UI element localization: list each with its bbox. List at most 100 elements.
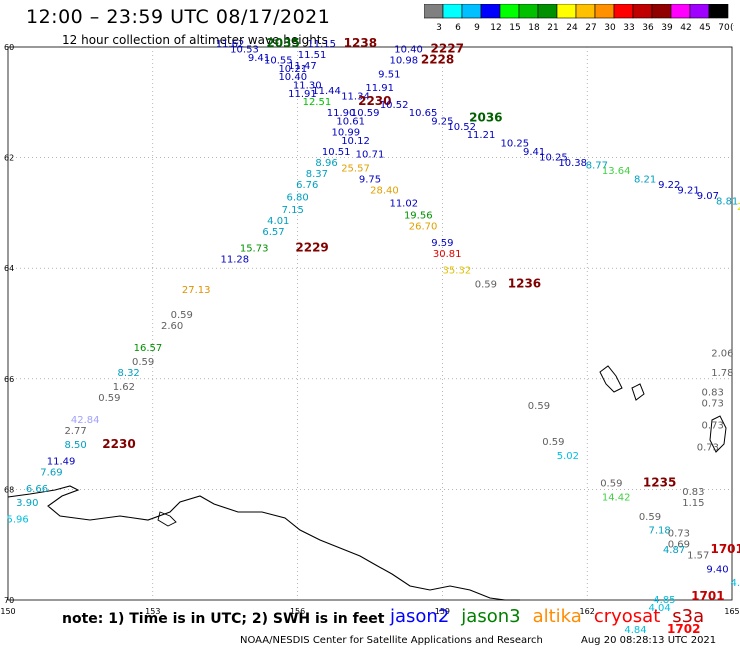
- wave-height-value: 16.57: [134, 343, 163, 354]
- wave-height-value: 10.12: [341, 136, 370, 147]
- wave-height-value: 8.50: [64, 440, 86, 451]
- wave-height-value: 3.90: [16, 498, 38, 509]
- wave-height-value: 10.99: [332, 127, 361, 138]
- lon-tick-label: 150: [0, 607, 15, 616]
- wave-height-value: 9.41: [248, 53, 270, 64]
- pass-time-label: 2229: [295, 241, 328, 255]
- wave-height-value: 0.73: [702, 421, 724, 432]
- wave-height-value: 30.81: [433, 249, 462, 260]
- wave-height-value: 4.39: [731, 578, 740, 589]
- wave-height-value: 0.59: [475, 280, 497, 291]
- coastline-island: [157, 511, 177, 527]
- pass-time-label: 2035: [266, 36, 299, 50]
- wave-height-value: 9.59: [431, 238, 453, 249]
- pass-time-label: 1236: [508, 277, 541, 291]
- page-title: 12:00 – 23:59 UTC 08/17/2021: [26, 6, 331, 28]
- satellite-cryosat: cryosat: [593, 606, 661, 627]
- wave-height-value: 10.71: [356, 150, 385, 161]
- colorbar-tick: 21: [547, 23, 558, 33]
- wave-height-value: 11.34: [341, 92, 370, 103]
- wave-height-value: 10.38: [558, 158, 587, 169]
- wave-height-value: 6.57: [262, 227, 284, 238]
- colorbar-tick: 27: [585, 23, 596, 33]
- wave-height-value: 11.47: [288, 61, 317, 72]
- wave-height-value: 10.40: [394, 45, 423, 56]
- wave-height-value: 35.32: [443, 266, 472, 277]
- colorbar-tick: 15: [509, 23, 520, 33]
- wave-height-value: 11.49: [47, 457, 76, 468]
- wave-height-value: 11.90: [327, 108, 356, 119]
- wave-height-value: 10.52: [380, 100, 409, 111]
- wave-height-value: 4.85: [653, 595, 675, 606]
- wave-height-value: 9.21: [677, 186, 699, 197]
- wave-height-value: 0.83: [682, 487, 704, 498]
- footnote: note: 1) Time is in UTC; 2) SWH is in fe…: [62, 611, 385, 627]
- wave-height-value: 42.84: [71, 415, 100, 426]
- wave-height-value: 0.59: [639, 512, 661, 523]
- wave-height-value: 10.21: [278, 64, 307, 75]
- lat-tick-label: 60: [4, 43, 14, 52]
- wave-height-value: 19.56: [404, 210, 433, 221]
- wave-height-value: 1.62: [113, 382, 135, 393]
- wave-height-value: 4.84: [624, 625, 646, 636]
- wave-height-value: 10.51: [322, 147, 351, 158]
- pass-time-label: 2036: [469, 111, 502, 125]
- wave-height-value: 0.69: [668, 539, 690, 550]
- lon-tick-label: 153: [145, 607, 160, 616]
- wave-height-value: 0.59: [132, 357, 154, 368]
- colorbar-tick: 45: [699, 23, 710, 33]
- wave-height-value: 11.44: [312, 86, 341, 97]
- wave-height-value: 9.41: [523, 147, 545, 158]
- coastline-island: [709, 415, 727, 453]
- wave-height-value: 7.18: [648, 526, 670, 537]
- wave-height-value: 9.25: [431, 116, 453, 127]
- lat-tick-label: 64: [4, 264, 14, 273]
- wave-height-value: 8.37: [306, 169, 328, 180]
- wave-height-value: 1.15: [682, 498, 704, 509]
- wave-height-value: 6.76: [296, 180, 318, 191]
- coastline: [7, 485, 520, 601]
- wave-height-value: 0.73: [668, 528, 690, 539]
- wave-height-value: 1.78: [711, 368, 733, 379]
- wave-height-value: 10.40: [278, 72, 307, 83]
- wave-height-value: 5.96: [7, 515, 29, 526]
- wave-height-value: 1.57: [687, 551, 709, 562]
- colorbar-tick: 30: [604, 23, 616, 33]
- pass-time-label: 2230: [102, 437, 135, 451]
- lat-tick-label: 70: [4, 596, 14, 605]
- wave-height-value: 10.55: [264, 56, 293, 67]
- wave-height-value: 10.25: [539, 152, 568, 163]
- pass-time-label: 1702: [667, 622, 700, 636]
- colorbar-tick: 42: [680, 23, 691, 33]
- wave-height-value: 11.30: [293, 80, 322, 91]
- generated-timestamp: Aug 20 08:28:13 UTC 2021: [581, 635, 717, 646]
- wave-height-value: 28.40: [370, 186, 399, 197]
- lon-tick-label: 159: [435, 607, 450, 616]
- colorbar-tick: 9: [474, 23, 480, 33]
- colorbar-tick: 12: [490, 23, 501, 33]
- wave-height-value: 8.81: [716, 197, 738, 208]
- pass-time-label: 2230: [358, 94, 391, 108]
- wave-height-value: 11.28: [221, 255, 250, 266]
- wave-height-value: 11.62: [216, 39, 245, 50]
- wave-height-value: 26.70: [409, 221, 438, 232]
- wave-height-value: 8.96: [315, 158, 337, 169]
- wave-height-value: 11.51: [298, 50, 327, 61]
- wave-height-value: 0.59: [542, 437, 564, 448]
- wave-height-value: 14.42: [602, 492, 631, 503]
- wave-height-value: 0.59: [528, 401, 550, 412]
- lat-tick-label: 68: [4, 485, 14, 494]
- colorbar-tick: 33: [623, 23, 634, 33]
- wave-height-value: 0.73: [702, 398, 724, 409]
- wave-height-value: 8.21: [634, 174, 656, 185]
- wave-height-value: 10.65: [409, 108, 438, 119]
- wave-height-value: 0.59: [600, 479, 622, 490]
- page-subtitle: 12 hour collection of altimeter wave hei…: [62, 33, 328, 47]
- pass-time-label: 1701: [710, 542, 740, 556]
- colorbar-tick: 39: [661, 23, 673, 33]
- wave-height-value: 6.66: [26, 484, 48, 495]
- wave-height-value: 10.61: [336, 116, 365, 127]
- satellite-s3a: s3a: [672, 606, 705, 627]
- wave-height-value: 10.59: [351, 108, 380, 119]
